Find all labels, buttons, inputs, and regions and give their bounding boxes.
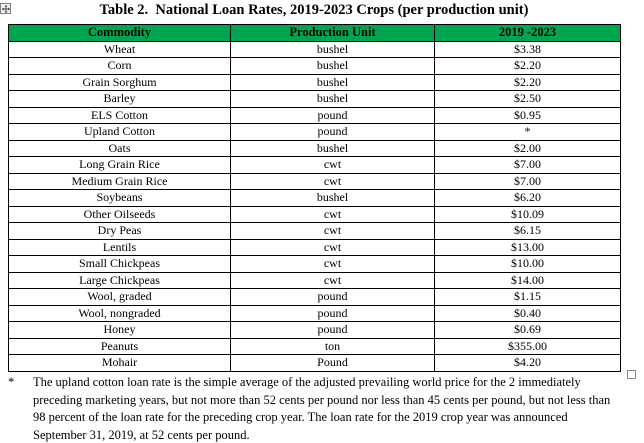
cell-production-unit: bushel (230, 73, 435, 91)
table-row: Upland Cotton pound * (8, 123, 621, 141)
table-row: Corn bushel $2.20 (8, 57, 621, 75)
cell-rate: $7.00 (434, 156, 621, 174)
table-body: Wheat bushel $3.38 Corn bushel $2.20 Grain Sor… (8, 40, 621, 372)
cell-production-unit: pound (230, 304, 435, 322)
cell-rate: * (434, 123, 621, 141)
cell-production-unit: bushel (230, 139, 435, 157)
table-row: Wool, nongraded pound $0.40 (8, 304, 621, 322)
cell-rate: $2.20 (434, 73, 621, 91)
cell-production-unit: pound (230, 321, 435, 339)
cell-commodity: Mohair (8, 354, 231, 372)
cell-production-unit: cwt (230, 238, 435, 256)
footnote-text: The upland cotton loan rate is the simpl… (33, 375, 611, 442)
cell-production-unit: bushel (230, 90, 435, 108)
cell-rate: $14.00 (434, 271, 621, 289)
table-row: Other Oilseeds cwt $10.09 (8, 205, 621, 223)
cell-commodity: Wool, graded (8, 288, 231, 306)
cell-rate: $2.50 (434, 90, 621, 108)
table-row: Barley bushel $2.50 (8, 90, 621, 108)
cell-rate: $3.38 (434, 40, 621, 58)
cell-commodity: Grain Sorghum (8, 73, 231, 91)
header-2019-2023: 2019 -2023 (434, 24, 621, 42)
footnote: * The upland cotton loan rate is the sim… (8, 374, 620, 443)
table-row: Small Chickpeas cwt $10.00 (8, 255, 621, 273)
cell-production-unit: bushel (230, 57, 435, 75)
table-row: Large Chickpeas cwt $14.00 (8, 271, 621, 289)
table-row: Grain Sorghum bushel $2.20 (8, 73, 621, 91)
header-production-unit: Production Unit (230, 24, 435, 42)
cell-commodity: Large Chickpeas (8, 271, 231, 289)
four-way-arrow-icon (1, 4, 10, 13)
cell-production-unit: cwt (230, 205, 435, 223)
cell-commodity: Oats (8, 139, 231, 157)
cell-rate: $2.00 (434, 139, 621, 157)
table-row: Long Grain Rice cwt $7.00 (8, 156, 621, 174)
cell-rate: $10.09 (434, 205, 621, 223)
header-commodity: Commodity (8, 24, 231, 42)
loan-rates-table: Commodity Production Unit 2019 -2023 Whe… (8, 24, 621, 372)
cell-rate: $0.95 (434, 106, 621, 124)
table-row: ELS Cotton pound $0.95 (8, 106, 621, 124)
cell-commodity: ELS Cotton (8, 106, 231, 124)
table-row: Oats bushel $2.00 (8, 139, 621, 157)
cell-commodity: Upland Cotton (8, 123, 231, 141)
cell-rate: $4.20 (434, 354, 621, 372)
cell-commodity: Wool, nongraded (8, 304, 231, 322)
cell-rate: $13.00 (434, 238, 621, 256)
cell-rate: $0.69 (434, 321, 621, 339)
cell-production-unit: cwt (230, 172, 435, 190)
cell-commodity: Dry Peas (8, 222, 231, 240)
cell-production-unit: cwt (230, 255, 435, 273)
table-row: Lentils cwt $13.00 (8, 238, 621, 256)
cell-commodity: Soybeans (8, 189, 231, 207)
cell-commodity: Lentils (8, 238, 231, 256)
cell-production-unit: cwt (230, 271, 435, 289)
table-row: Honey pound $0.69 (8, 321, 621, 339)
cell-production-unit: ton (230, 337, 435, 355)
table-row: Mohair Pound $4.20 (8, 354, 621, 372)
cell-commodity: Barley (8, 90, 231, 108)
cell-commodity: Corn (8, 57, 231, 75)
cell-rate: $7.00 (434, 172, 621, 190)
table-row: Wool, graded pound $1.15 (8, 288, 621, 306)
table-row: Soybeans bushel $6.20 (8, 189, 621, 207)
cell-production-unit: bushel (230, 40, 435, 58)
cell-commodity: Peanuts (8, 337, 231, 355)
cell-rate: $1.15 (434, 288, 621, 306)
cell-rate: $2.20 (434, 57, 621, 75)
cell-production-unit: pound (230, 123, 435, 141)
footnote-asterisk: * (8, 375, 15, 389)
cell-rate: $6.15 (434, 222, 621, 240)
cell-production-unit: cwt (230, 222, 435, 240)
hollow-square-icon (627, 370, 636, 379)
cell-production-unit: pound (230, 288, 435, 306)
cell-commodity: Medium Grain Rice (8, 172, 231, 190)
cell-commodity: Long Grain Rice (8, 156, 231, 174)
table-header-row: Commodity Production Unit 2019 -2023 (8, 24, 621, 42)
cell-commodity: Other Oilseeds (8, 205, 231, 223)
cell-rate: $6.20 (434, 189, 621, 207)
cell-commodity: Small Chickpeas (8, 255, 231, 273)
cell-production-unit: Pound (230, 354, 435, 372)
cell-production-unit: bushel (230, 189, 435, 207)
cell-commodity: Honey (8, 321, 231, 339)
table-row: Medium Grain Rice cwt $7.00 (8, 172, 621, 190)
table-row: Dry Peas cwt $6.15 (8, 222, 621, 240)
cell-commodity: Wheat (8, 40, 231, 58)
table-title: Table 2. National Loan Rates, 2019-2023 … (99, 2, 529, 18)
table-row: Peanuts ton $355.00 (8, 337, 621, 355)
cell-rate: $355.00 (434, 337, 621, 355)
cell-rate: $0.40 (434, 304, 621, 322)
cell-rate: $10.00 (434, 255, 621, 273)
table-row: Wheat bushel $3.38 (8, 40, 621, 58)
cell-production-unit: pound (230, 106, 435, 124)
table-move-handle[interactable] (0, 3, 11, 14)
cell-production-unit: cwt (230, 156, 435, 174)
